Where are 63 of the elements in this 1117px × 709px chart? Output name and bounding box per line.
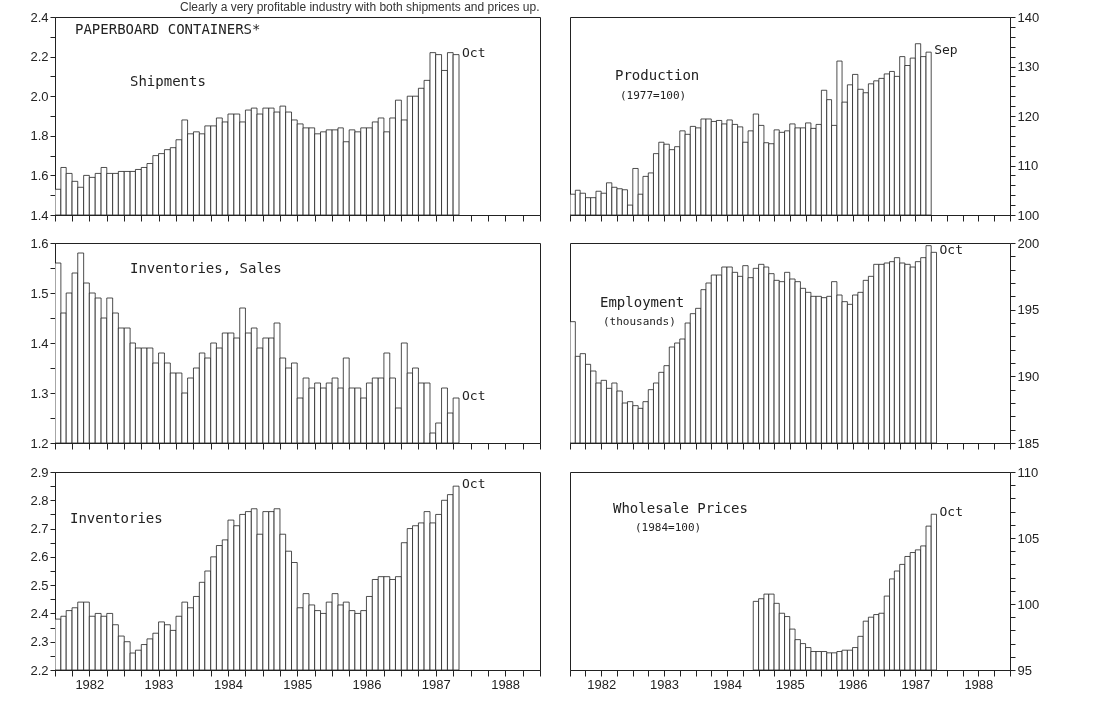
y-tick-label: 130 [1017,59,1040,74]
y-tick-label: 2.7 [30,521,49,537]
text: Shipments [130,73,206,89]
y-tick-label: 2.4 [30,605,49,621]
text: Clearly a very profitable industry with both shipments and prices up. [180,0,540,14]
x-tick-label: 1986 [838,676,868,692]
text: Inventories, Sales [130,260,282,276]
y-tick-label: 1.6 [30,167,49,183]
y-tick-label: 2.9 [30,464,49,480]
y-tick-label: 2.2 [30,662,49,678]
x-tick-label: 1985 [283,676,313,692]
x-tick-label: 1988 [964,676,994,692]
text: Inventories [70,510,163,526]
text: Employment [600,294,685,310]
annotation: PAPERBOARD CONTAINERS* [75,21,261,37]
y-tick-label: 2.6 [30,549,49,565]
annotation: Oct [462,476,486,492]
y-tick-label: 185 [1017,435,1040,451]
x-tick-label: 1982 [75,676,105,692]
y-tick-label: 100 [1017,207,1040,223]
x-tick-label: 1982 [587,676,617,692]
y-tick-label: 1.6 [30,235,49,251]
annotation: Oct [462,388,486,403]
text: (1977=100) [620,89,687,102]
y-tick-label: 200 [1017,235,1040,251]
y-tick-label: 1.4 [30,207,49,223]
text: (1984=100) [635,521,702,534]
x-tick-label: 1987 [901,676,931,692]
x-tick-label: 1983 [649,676,679,692]
x-tick-label: 1984 [214,676,243,692]
y-tick-label: 2.5 [30,577,49,593]
y-tick-label: 1.5 [30,285,49,301]
y-tick-label: 100 [1017,596,1040,612]
x-tick-label: 1986 [352,676,382,692]
x-tick-label: 1987 [421,676,451,692]
annotation: Sep [934,42,958,58]
y-tick-label: 1.2 [30,435,49,451]
y-tick-label: 1.3 [30,385,49,401]
y-tick-label: 110 [1017,464,1039,480]
y-tick-label: 2.0 [30,88,49,104]
y-tick-label: 105 [1017,530,1040,546]
x-tick-label: 1984 [712,676,742,692]
y-tick-label: 2.2 [30,49,49,65]
x-tick-label: 1983 [144,676,174,692]
x-tick-label: 1988 [491,676,521,692]
y-tick-label: 1.4 [30,335,49,351]
y-tick-label: 120 [1017,108,1040,124]
y-tick-label: 140 [1017,9,1040,25]
y-tick-label: 110 [1017,158,1039,173]
y-tick-label: 2.4 [30,9,49,25]
x-tick-label: 1985 [775,676,805,692]
text: Wholesale Prices [613,500,748,516]
y-tick-label: 2.8 [30,492,49,508]
annotation: Oct [462,44,486,60]
text: Production [615,67,700,83]
text: (thousands) [603,315,676,328]
y-tick-label: 190 [1017,368,1040,384]
y-tick-label: 195 [1017,302,1040,318]
y-tick-label: 2.3 [30,634,49,650]
annotation: Oct [939,242,964,258]
y-tick-label: 95 [1017,662,1032,678]
annotation: Oct [939,504,964,520]
y-tick-label: 1.8 [30,128,49,144]
